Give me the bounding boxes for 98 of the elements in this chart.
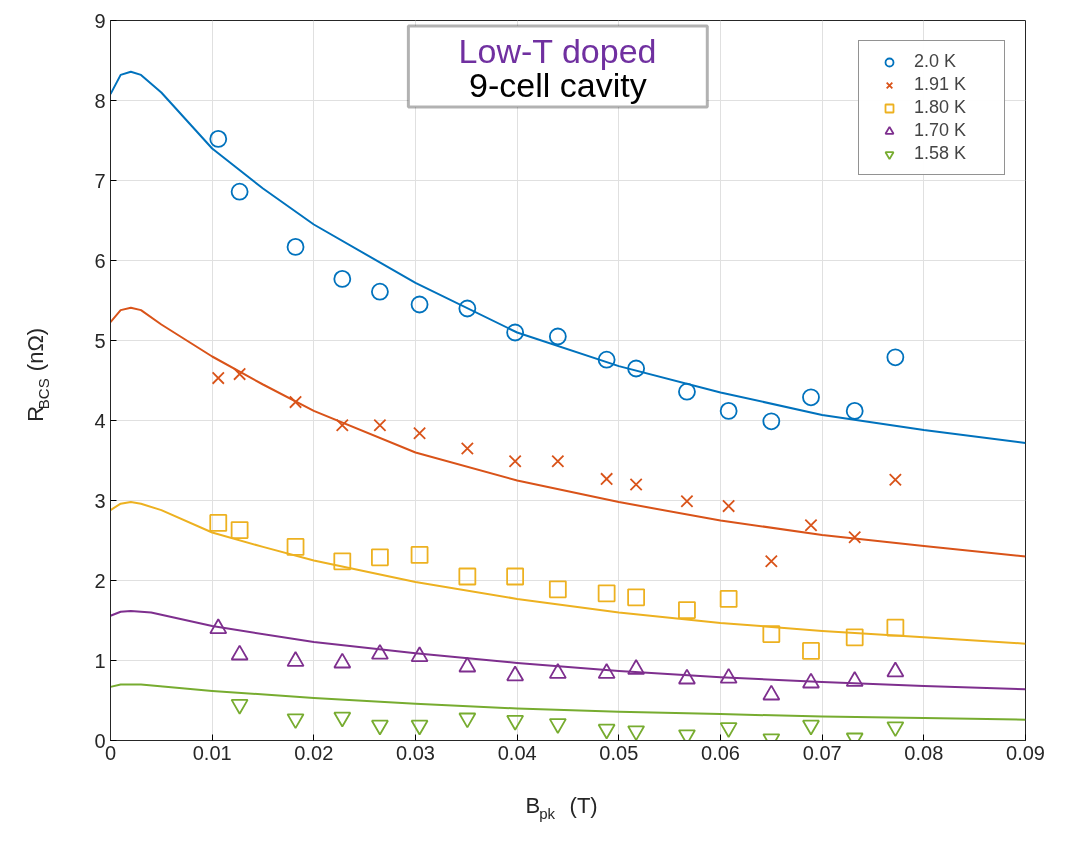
point	[627, 659, 646, 675]
point	[597, 663, 616, 679]
y-tick-label: 9	[94, 9, 106, 32]
point	[286, 651, 305, 667]
x-tick-label: 0.01	[192, 741, 232, 764]
x-tick-label: 0.05	[599, 741, 639, 764]
x-tick-label: 0.08	[904, 741, 944, 764]
point	[548, 580, 567, 599]
point	[333, 552, 352, 571]
y-tick-label: 3	[94, 489, 106, 512]
point	[371, 643, 389, 660]
line-series	[110, 306, 1026, 558]
point	[804, 518, 818, 532]
point	[722, 499, 736, 513]
point	[286, 238, 305, 256]
point	[886, 348, 905, 367]
point	[209, 618, 228, 635]
point	[845, 628, 864, 647]
y-tick-label: 4	[94, 409, 106, 432]
point	[460, 441, 474, 456]
point	[678, 668, 696, 685]
y-tick-label: 2	[94, 569, 106, 592]
chart-title: Low-T doped	[458, 31, 657, 70]
x-tick-label: 0.07	[802, 741, 842, 764]
legend-label: 1.70 K	[914, 120, 968, 141]
point	[548, 663, 567, 679]
x-tick-label: 0.06	[701, 741, 740, 764]
point	[230, 521, 249, 539]
y-tick-label: 8	[94, 89, 106, 112]
point	[458, 299, 477, 318]
x-tick-label: 0.03	[396, 741, 435, 764]
legend-label: 1.80 K	[914, 97, 968, 118]
point	[886, 618, 905, 637]
point	[719, 402, 738, 420]
point	[333, 270, 352, 288]
point	[802, 672, 820, 689]
point	[680, 494, 694, 508]
point	[458, 656, 477, 673]
x-tick-label: 0.02	[294, 741, 334, 764]
point	[373, 418, 387, 432]
point	[211, 371, 225, 385]
point	[848, 530, 862, 544]
point	[627, 359, 646, 378]
point	[230, 644, 249, 661]
point	[410, 646, 429, 663]
point	[600, 472, 614, 486]
legend-label: 2.0 K	[914, 51, 958, 72]
y-tick-label: 1	[94, 649, 106, 672]
line-series	[110, 501, 1026, 645]
point	[209, 130, 228, 148]
point	[719, 590, 738, 608]
point	[506, 323, 525, 342]
point	[802, 388, 820, 407]
point	[629, 477, 643, 492]
legend-label: 1.58 K	[914, 143, 968, 164]
point	[627, 588, 646, 607]
point	[845, 671, 864, 687]
point	[678, 382, 696, 401]
point	[413, 426, 427, 440]
y-tick-label: 7	[94, 169, 106, 192]
point	[506, 567, 525, 586]
point	[719, 667, 738, 684]
point	[802, 642, 820, 660]
point	[230, 182, 249, 201]
y-axis-title: RBCS (nΩ)	[23, 327, 52, 422]
point	[458, 567, 477, 586]
line-series	[110, 609, 1026, 691]
point	[335, 418, 349, 432]
point	[597, 584, 616, 603]
point	[371, 282, 389, 301]
point	[506, 665, 525, 682]
point	[410, 546, 429, 564]
x-tick-label: 0.09	[1006, 741, 1045, 764]
point	[762, 412, 781, 431]
point	[597, 350, 616, 369]
point	[288, 395, 303, 409]
legend-label: 1.91 K	[914, 74, 968, 95]
point	[764, 554, 778, 568]
point	[410, 295, 429, 314]
point	[333, 652, 352, 669]
point	[209, 514, 228, 532]
point	[286, 538, 305, 556]
point	[886, 661, 905, 678]
point	[508, 454, 522, 468]
point	[371, 548, 389, 567]
point	[845, 402, 864, 420]
point	[551, 454, 565, 468]
point	[548, 327, 567, 346]
y-tick-label: 6	[94, 249, 106, 272]
point	[233, 367, 247, 381]
point	[888, 473, 902, 487]
point	[678, 601, 696, 619]
line-series	[110, 683, 1026, 721]
y-tick-label: 5	[94, 329, 106, 352]
point	[762, 684, 781, 701]
point	[762, 625, 781, 643]
x-tick-label: 0.04	[497, 741, 537, 764]
line-series	[110, 70, 1026, 444]
